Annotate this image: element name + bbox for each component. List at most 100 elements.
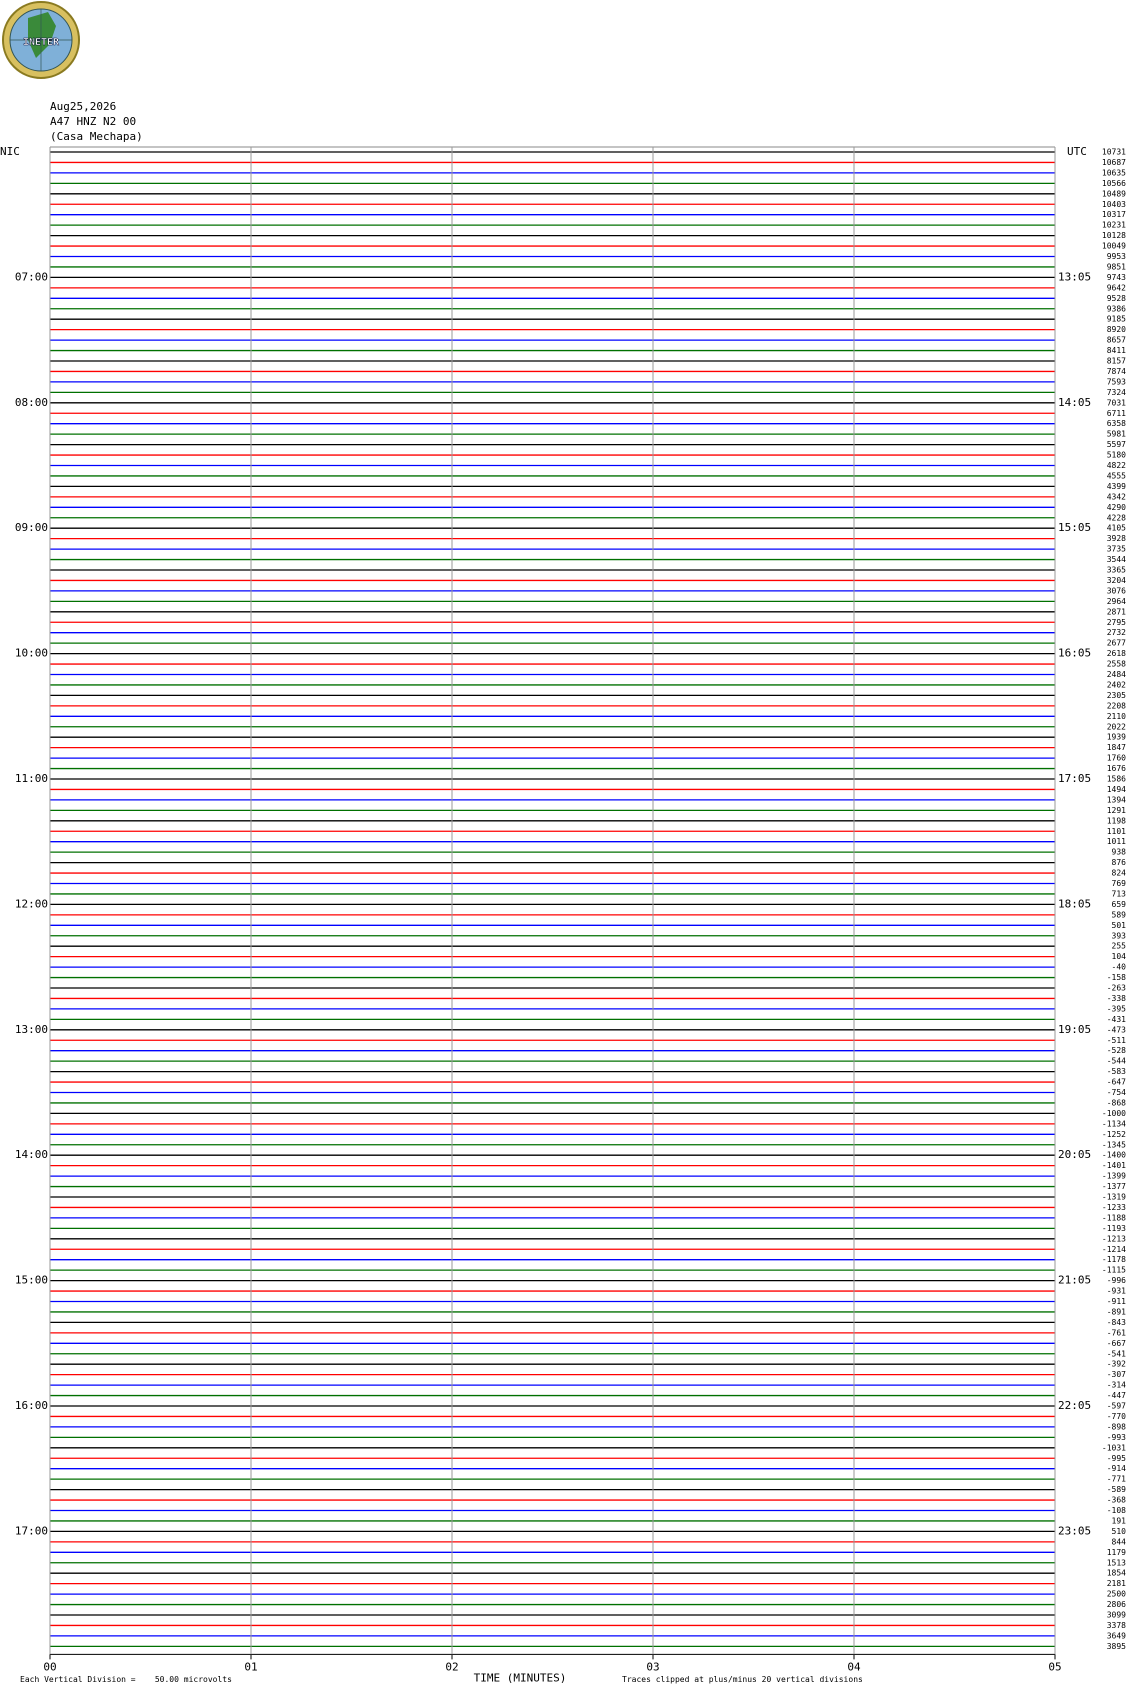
x-tick-label: 02: [445, 1660, 458, 1673]
trace-label: 1494: [1107, 785, 1126, 794]
trace-label: 10317: [1102, 210, 1126, 219]
trace-label: -314: [1107, 1381, 1126, 1390]
trace-label: 3649: [1107, 1631, 1126, 1640]
trace-label: -473: [1107, 1025, 1126, 1034]
x-axis-title: TIME (MINUTES): [474, 1671, 567, 1684]
left-time-label: 17:00: [15, 1524, 48, 1537]
trace-label: 5180: [1107, 451, 1126, 460]
trace-label: -1031: [1102, 1443, 1126, 1452]
right-axis-title: UTC: [1067, 145, 1087, 158]
trace-label: 769: [1112, 879, 1127, 888]
trace-label: 3099: [1107, 1611, 1126, 1620]
trace-label: 191: [1112, 1516, 1127, 1525]
trace-label: 1939: [1107, 733, 1126, 742]
trace-label: 10635: [1102, 168, 1126, 177]
trace-label: 2558: [1107, 660, 1126, 669]
trace-label: -263: [1107, 984, 1126, 993]
trace-label: 2964: [1107, 597, 1126, 606]
trace-label: 2795: [1107, 618, 1126, 627]
trace-label: 938: [1112, 848, 1127, 857]
trace-label: 7874: [1107, 367, 1126, 376]
trace-label: 9642: [1107, 283, 1126, 292]
station: A47 HNZ N2 00: [50, 115, 136, 128]
trace-label: 659: [1112, 900, 1127, 909]
trace-label: -528: [1107, 1046, 1126, 1055]
trace-label: -511: [1107, 1036, 1126, 1045]
trace-label: -1193: [1102, 1224, 1126, 1233]
right-time-label: 21:05: [1058, 1274, 1091, 1287]
trace-label: 10049: [1102, 242, 1126, 251]
trace-label: 3928: [1107, 534, 1126, 543]
trace-label: 104: [1112, 952, 1127, 961]
trace-label: -1188: [1102, 1213, 1126, 1222]
trace-label: 7031: [1107, 398, 1126, 407]
trace-label: 2022: [1107, 722, 1126, 731]
trace-label: 4399: [1107, 482, 1126, 491]
trace-label: -647: [1107, 1078, 1126, 1087]
trace-label: 4105: [1107, 524, 1126, 533]
trace-label: -771: [1107, 1475, 1126, 1484]
trace-label: 10566: [1102, 179, 1126, 188]
right-time-label: 20:05: [1058, 1148, 1091, 1161]
trace-label: 2110: [1107, 712, 1126, 721]
trace-label: 4290: [1107, 503, 1126, 512]
trace-label: 2208: [1107, 701, 1126, 710]
trace-label: 9953: [1107, 252, 1126, 261]
left-axis-title: NIC: [0, 145, 20, 158]
trace-label: -1115: [1102, 1266, 1126, 1275]
trace-label: -589: [1107, 1485, 1126, 1494]
trace-label: -108: [1107, 1506, 1126, 1515]
trace-label: -996: [1107, 1276, 1126, 1285]
trace-label: 8920: [1107, 325, 1126, 334]
trace-label: -931: [1107, 1287, 1126, 1296]
left-time-label: 07:00: [15, 270, 48, 283]
right-time-label: 23:05: [1058, 1524, 1091, 1537]
trace-label: -1213: [1102, 1234, 1126, 1243]
trace-label: 2402: [1107, 680, 1126, 689]
x-tick-label: 03: [646, 1660, 659, 1673]
right-time-label: 19:05: [1058, 1023, 1091, 1036]
trace-label: -770: [1107, 1412, 1126, 1421]
trace-label: 4342: [1107, 492, 1126, 501]
trace-label: 2806: [1107, 1600, 1126, 1609]
trace-label: -914: [1107, 1464, 1126, 1473]
trace-label: 2871: [1107, 607, 1126, 616]
trace-label: -40: [1112, 963, 1127, 972]
trace-label: 1586: [1107, 775, 1126, 784]
trace-label: 4822: [1107, 461, 1126, 470]
scale-note: Each Vertical Division = 50.00 microvolt…: [20, 1675, 232, 1684]
trace-label: 9386: [1107, 304, 1126, 313]
trace-label: 3204: [1107, 576, 1126, 585]
trace-label: -993: [1107, 1433, 1126, 1442]
trace-label: 2677: [1107, 639, 1126, 648]
trace-label: 1676: [1107, 764, 1126, 773]
trace-label: 255: [1112, 942, 1127, 951]
clip-note: Traces clipped at plus/minus 20 vertical…: [622, 1675, 863, 1684]
trace-label: 10231: [1102, 221, 1126, 230]
trace-label: -1000: [1102, 1109, 1126, 1118]
trace-label: 501: [1112, 921, 1127, 930]
trace-label: 1101: [1107, 827, 1126, 836]
trace-label: 2500: [1107, 1590, 1126, 1599]
trace-label: 10489: [1102, 189, 1126, 198]
trace-label: -392: [1107, 1360, 1126, 1369]
trace-label: 6711: [1107, 409, 1126, 418]
trace-label: 1847: [1107, 743, 1126, 752]
trace-label: -868: [1107, 1098, 1126, 1107]
trace-label: -1319: [1102, 1193, 1126, 1202]
trace-label: -158: [1107, 973, 1126, 982]
trace-label: 3365: [1107, 566, 1126, 575]
trace-label: -395: [1107, 1004, 1126, 1013]
trace-label: 2484: [1107, 670, 1126, 679]
trace-label: 7324: [1107, 388, 1126, 397]
right-time-label: 16:05: [1058, 647, 1091, 660]
trace-label: 5597: [1107, 440, 1126, 449]
left-time-label: 14:00: [15, 1148, 48, 1161]
trace-label: -1214: [1102, 1245, 1126, 1254]
left-time-label: 10:00: [15, 647, 48, 660]
trace-label: 1394: [1107, 795, 1126, 804]
trace-label: 1854: [1107, 1569, 1126, 1578]
logo: INETER: [2, 1, 80, 79]
trace-label: 824: [1112, 869, 1127, 878]
left-time-label: 15:00: [15, 1274, 48, 1287]
